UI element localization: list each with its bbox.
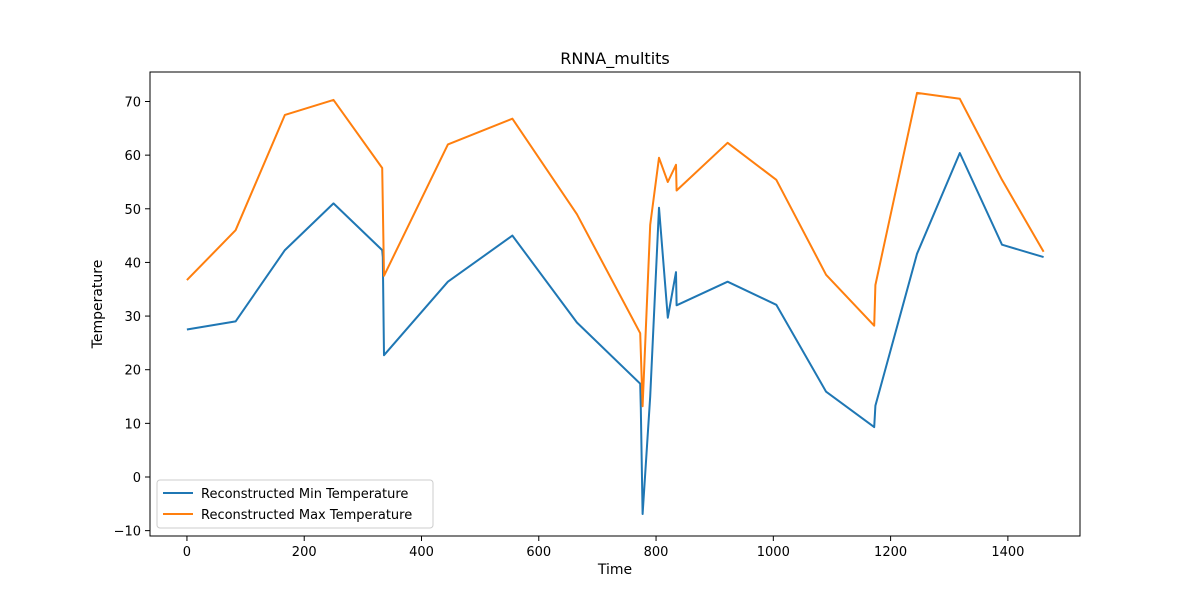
x-axis-title: Time [597,562,632,578]
chart-title: RNNA_multits [560,49,670,69]
legend-min-label: Reconstructed Min Temperature [201,487,408,502]
x-axis: 0 200 400 600 800 1000 1200 1400 [183,536,1024,560]
x-tick-label: 400 [409,545,434,560]
series-layer [186,91,1045,515]
y-tick-label: −10 [114,525,141,540]
legend: Reconstructed Min Temperature Reconstruc… [156,479,434,529]
y-tick-label: 20 [124,364,141,379]
y-tick-label: 40 [124,256,141,271]
legend-max-label: Reconstructed Max Temperature [201,508,412,523]
y-axis: −10 0 10 20 30 40 50 60 70 [114,96,150,540]
y-axis-title: Temperature [90,260,106,350]
y-tick-label: 0 [133,471,141,486]
plot-frame [149,71,1081,537]
x-tick-label: 1400 [991,545,1024,560]
y-tick-label: 30 [124,310,141,325]
x-tick-label: 1000 [757,545,790,560]
y-tick-label: 60 [124,149,141,164]
x-tick-label: 0 [183,545,191,560]
x-tick-label: 800 [644,545,669,560]
y-tick-label: 10 [124,417,141,432]
x-tick-label: 600 [526,545,551,560]
y-tick-label: 70 [124,96,141,111]
legend-box [156,479,434,529]
y-tick-label: 50 [124,203,141,218]
x-tick-label: 200 [292,545,317,560]
x-tick-label: 1200 [874,545,907,560]
series-line-1 [186,91,1045,408]
series-line-0 [186,152,1044,515]
